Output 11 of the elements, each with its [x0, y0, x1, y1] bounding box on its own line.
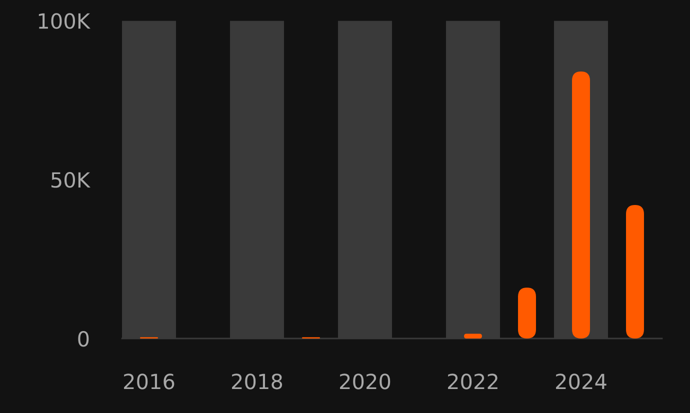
y-tick-label: 50K: [51, 172, 90, 188]
bar: [518, 288, 536, 338]
x-tick-label: 2016: [124, 374, 174, 390]
x-tick-label: 2018: [232, 374, 282, 390]
y-tick-label: 0: [78, 330, 89, 347]
x-tick-label: 2024: [556, 374, 606, 390]
x-tick-label: 2020: [340, 374, 390, 390]
bar: [626, 205, 644, 338]
bar: [464, 334, 482, 338]
y-tick-label: 100K: [38, 13, 90, 29]
x-tick-label: 2022: [448, 374, 498, 390]
